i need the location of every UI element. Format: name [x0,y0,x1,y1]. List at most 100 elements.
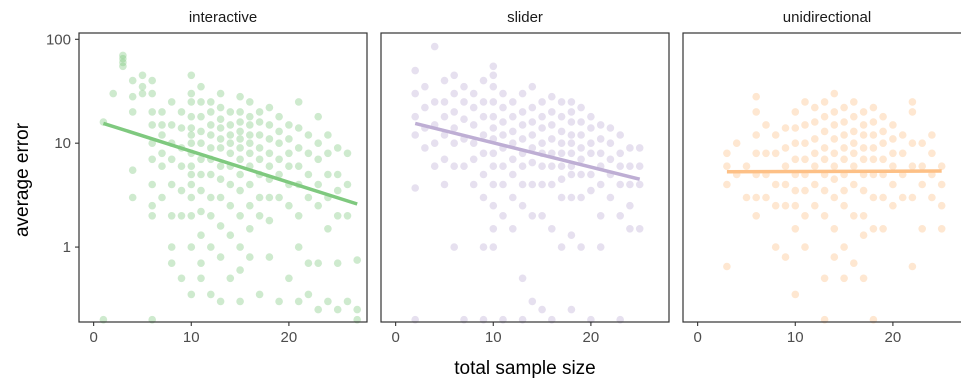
data-point [528,82,537,91]
data-point [869,118,878,126]
data-point [928,193,936,202]
data-point [538,180,546,189]
data-point [840,103,848,112]
data-point [314,112,323,121]
data-point [840,155,848,164]
data-point [548,225,556,233]
data-point [304,193,313,202]
data-point [509,98,517,106]
data-point [265,253,274,261]
data-point [294,98,303,106]
data-point [236,108,244,116]
data-point [421,82,429,91]
data-point [450,108,459,116]
data-point [479,98,488,106]
data-point [216,162,225,170]
data-point [138,82,147,91]
data-point [889,162,897,170]
data-point [567,98,576,106]
data-point [216,193,225,202]
data-point [255,155,264,164]
data-point [246,225,254,233]
data-point [635,225,644,233]
data-point [294,297,303,306]
data-point [128,76,137,85]
data-point [265,162,274,170]
data-point [489,243,498,251]
data-point [294,162,303,170]
data-point [469,89,478,98]
data-point [411,89,420,98]
data-point [226,201,235,210]
panel-title-slider: slider [507,9,543,26]
data-point [538,212,546,220]
data-point [197,139,205,147]
panel-frame-interactive [78,32,368,323]
data-point [850,259,858,268]
data-point [830,135,839,143]
data-point [791,139,800,147]
data-point [333,144,342,152]
data-point [781,144,790,152]
data-point [216,175,225,183]
data-point [869,193,878,202]
data-point [791,155,800,164]
data-point [840,274,848,283]
data-point [557,149,566,158]
data-point [148,180,156,189]
data-point [791,290,800,299]
data-point [587,186,595,195]
data-point [216,115,225,123]
data-point [450,243,459,251]
data-point [158,162,166,170]
data-point [538,305,546,314]
data-point [450,139,459,147]
data-point [509,170,517,179]
data-point [850,139,858,147]
data-point [255,131,264,139]
data-point [937,180,946,189]
data-point [207,121,215,129]
data-point [557,112,566,121]
data-point [626,144,634,152]
data-point [859,231,868,239]
data-point [762,149,770,158]
data-point [411,184,420,192]
data-point [928,131,936,139]
data-point [187,243,196,251]
data-point [333,212,342,220]
data-point [801,98,809,106]
data-point [869,225,878,233]
data-point [801,121,809,129]
data-point [762,193,770,202]
data-point [226,139,235,147]
data-point [557,98,566,106]
data-point [489,82,498,91]
data-point [596,243,605,251]
data-point [265,216,274,225]
data-point [187,112,196,121]
data-point [850,98,858,106]
data-point [207,170,215,179]
data-point [255,108,264,116]
data-point [187,170,196,179]
data-point [236,186,244,195]
data-point [197,98,205,106]
data-point [246,180,254,189]
data-point [908,108,917,116]
data-point [187,89,196,98]
data-point [830,175,839,183]
data-point [840,186,848,195]
data-point [158,108,166,116]
data-point [255,290,264,299]
data-point [128,108,137,116]
data-point [275,112,283,121]
data-point [440,76,449,85]
data-point [587,112,595,121]
data-point [430,162,439,170]
data-point [265,193,274,202]
data-point [226,149,235,158]
data-point [207,98,215,106]
data-point [265,135,274,143]
data-point [567,170,576,179]
